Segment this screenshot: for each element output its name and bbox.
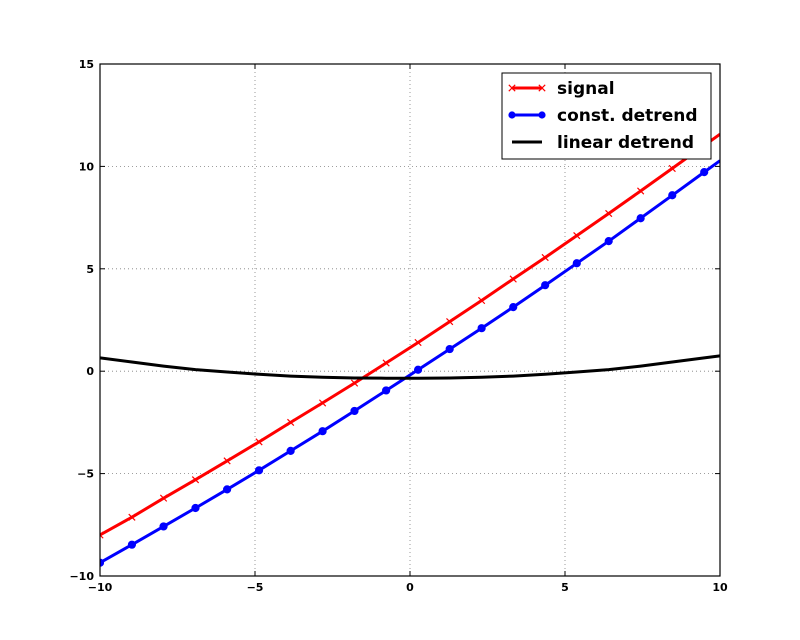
const-detrend-point xyxy=(509,302,518,312)
signal-point xyxy=(100,531,104,539)
const-detrend-point xyxy=(127,540,137,549)
signal-point xyxy=(191,476,200,484)
series-signal xyxy=(100,132,720,539)
signal-point xyxy=(509,275,517,283)
linear-detrend-line xyxy=(100,354,720,380)
const-detrend-point xyxy=(445,344,454,354)
signal-point xyxy=(573,231,581,240)
x-tick-label: −5 xyxy=(247,581,264,594)
y-tick-label: 10 xyxy=(79,160,95,173)
x-tick-label: 10 xyxy=(712,581,728,594)
const-detrend-point xyxy=(318,427,327,436)
const-detrend-point xyxy=(572,259,581,268)
signal-point xyxy=(446,318,454,326)
y-tick-label: −5 xyxy=(77,468,94,481)
const-detrend-point xyxy=(604,237,613,246)
signal-point xyxy=(668,164,676,173)
const-detrend-point xyxy=(541,281,550,290)
const-detrend-point xyxy=(286,446,295,455)
signal-point xyxy=(287,418,295,427)
legend-label-signal: signal xyxy=(557,79,615,99)
signal-point xyxy=(637,187,645,195)
signal-point xyxy=(350,379,359,387)
series-layer xyxy=(100,132,720,567)
const-detrend-point xyxy=(413,365,423,374)
const-detrend-point xyxy=(159,522,168,531)
series-linear-detrend xyxy=(100,354,720,380)
y-tick-label: 5 xyxy=(86,263,94,276)
x-tick-label: −10 xyxy=(88,581,113,594)
legend-label-const-detrend: const. detrend xyxy=(557,106,698,126)
const-detrend-point xyxy=(477,324,486,333)
const-detrend-point xyxy=(350,406,359,416)
legend-marker xyxy=(508,84,516,92)
signal-point xyxy=(382,359,390,367)
signal-point xyxy=(541,253,549,262)
const-detrend-point xyxy=(254,466,264,475)
const-detrend-point xyxy=(668,191,677,200)
y-tick-label: 0 xyxy=(86,365,94,378)
y-tick-label: 15 xyxy=(79,58,94,71)
const-detrend-point xyxy=(382,386,391,395)
legend-marker xyxy=(538,111,546,119)
x-tick-label: 0 xyxy=(406,581,414,594)
signal-point xyxy=(128,513,136,521)
x-tick-label: 5 xyxy=(561,581,569,594)
const-detrend-point xyxy=(191,503,200,513)
const-detrend-point xyxy=(700,168,709,177)
signal-point xyxy=(159,494,168,502)
const-detrend-point xyxy=(636,214,645,223)
const-detrend-point xyxy=(223,485,232,494)
signal-point xyxy=(255,438,263,446)
legend-marker xyxy=(538,84,546,92)
y-tick-label: −10 xyxy=(69,570,94,583)
signal-point xyxy=(477,296,486,305)
signal-point xyxy=(223,457,231,465)
legend-label-linear-detrend: linear detrend xyxy=(557,133,694,153)
legend-marker xyxy=(508,111,516,119)
signal-point xyxy=(605,209,613,218)
legend: signal const. detrend linear detrend xyxy=(501,72,712,160)
ticks: −10 −5 0 5 10 −10 −5 0 5 10 15 xyxy=(69,58,728,594)
signal-point xyxy=(318,399,327,407)
signal-point xyxy=(414,338,422,347)
series-const-detrend xyxy=(100,159,720,567)
